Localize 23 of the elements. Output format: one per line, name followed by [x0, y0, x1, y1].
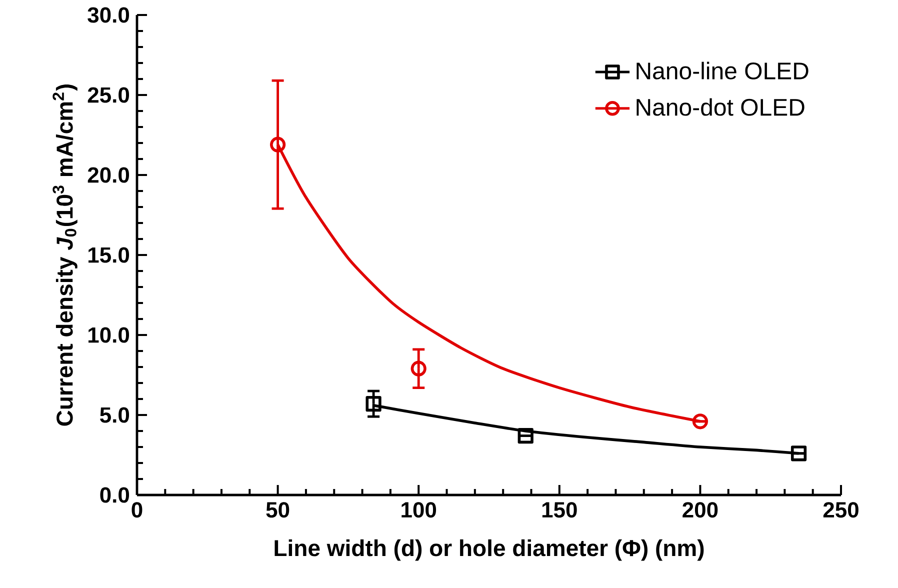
legend-label: Nano-line OLED	[636, 62, 808, 80]
y-axis-title: Current density J$_{0}$(10$^{3}$ mA/cm$^{2}$)	[52, 84, 78, 426]
x-tick-label: 150	[542, 502, 577, 518]
y-tick-label: 25.0	[88, 87, 130, 103]
y-tick-label: 0.0	[100, 487, 130, 503]
point	[790, 446, 807, 462]
point	[270, 136, 286, 152]
point	[692, 414, 708, 430]
y-tick-label: 15.0	[88, 247, 130, 263]
x-tick-label: 250	[823, 502, 858, 518]
x-tick-label: 0	[132, 502, 142, 518]
point	[410, 360, 426, 376]
x-axis-title: Line width (d) or hole diameter (Φ) (nm)	[274, 539, 704, 561]
point	[518, 428, 534, 444]
point	[366, 396, 382, 412]
x-tick-label: 100	[402, 502, 436, 518]
y-tick-label: 20.0	[88, 167, 130, 183]
y-tick-label: 10.0	[88, 327, 130, 343]
legend-label: Nano-dot OLED	[636, 98, 804, 116]
x-tick-label: 50	[266, 502, 290, 518]
y-tick-label: 30.0	[88, 7, 130, 23]
y-tick-label: 5.0	[100, 407, 130, 423]
x-tick-label: 200	[682, 502, 718, 518]
